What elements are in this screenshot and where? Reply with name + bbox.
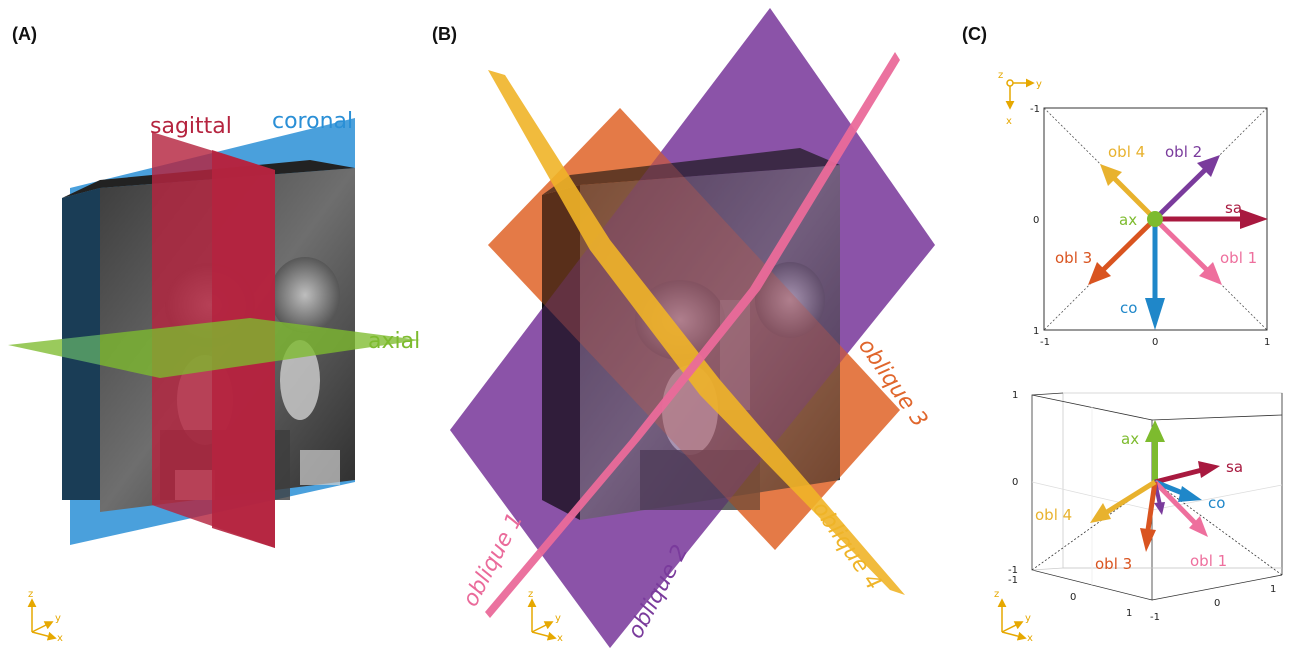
cube-xtick-zero: 0 [1070, 592, 1076, 603]
top-label-obl3: obl 3 [1055, 249, 1092, 267]
sagittal-label: sagittal [150, 114, 232, 139]
panel-c-label: (C) [962, 24, 987, 44]
cube-ztick-zero: 0 [1012, 477, 1018, 488]
cube-label-ax: ax [1121, 430, 1139, 448]
axis-y-label-b: y [555, 613, 561, 624]
top-axis-x-label: x [1006, 116, 1012, 127]
panel-a: (A) sagittal coronal axial [8, 24, 420, 644]
vector-obl3 [1088, 217, 1157, 285]
top-label-co: co [1120, 299, 1137, 317]
axes-legend-top [1005, 78, 1035, 110]
axis-y-label-a: y [55, 613, 61, 624]
cube-vector-ax [1145, 420, 1165, 482]
cube-label-obl1: obl 1 [1190, 552, 1227, 570]
top-ytick-neg: -1 [1030, 104, 1040, 115]
axis-z-label-a: z [28, 589, 33, 600]
cube-ztick-pos: 1 [1012, 390, 1018, 401]
axis-x-label-b: x [557, 633, 563, 644]
vector-obl2 [1153, 155, 1220, 221]
axis-x-label-a: x [57, 633, 63, 644]
axial-plane [8, 318, 420, 378]
axes-legend-c [997, 598, 1027, 641]
top-view-plot: -1 0 1 -1 0 1 [1030, 104, 1270, 348]
axis-x-label-c: x [1027, 633, 1033, 644]
cube-label-co: co [1208, 494, 1225, 512]
cube-vector-obl3 [1140, 481, 1158, 552]
vector-obl4 [1100, 164, 1157, 221]
axis-z-label-c: z [994, 589, 999, 600]
top-label-obl1: obl 1 [1220, 249, 1257, 267]
vector-obl1 [1153, 217, 1222, 285]
panel-b-label: (B) [432, 24, 457, 44]
cube-label-obl4: obl 4 [1035, 506, 1072, 524]
oblique-4-plane [488, 70, 905, 595]
cube-xtick-neg: -1 [1008, 575, 1018, 586]
axial-label: axial [368, 329, 420, 354]
oblique-1-label: oblique 1 [458, 509, 528, 611]
top-axis-z-label: z [998, 70, 1003, 81]
axes-legend-b [527, 598, 557, 641]
axis-y-label-c: y [1025, 613, 1031, 624]
top-ytick-zero: 0 [1033, 215, 1039, 226]
cube-vector-obl4 [1090, 479, 1157, 523]
cube-xtick-pos: 1 [1126, 608, 1132, 619]
vector-sa [1155, 209, 1268, 229]
cube-vector-sa [1154, 461, 1220, 485]
cube-ytick-pos: 1 [1270, 584, 1276, 595]
cube-view-plot: 1 0 -1 -1 0 1 -1 0 1 [1008, 390, 1283, 623]
top-axis-y-label: y [1036, 79, 1042, 90]
top-label-obl4: obl 4 [1108, 143, 1145, 161]
coronal-label: coronal [272, 109, 353, 134]
cube-label-sa: sa [1226, 458, 1243, 476]
cube-ytick-neg: -1 [1150, 612, 1160, 623]
panel-c: (C) z y x -1 0 1 -1 0 1 [962, 24, 1283, 644]
axes-legend-a [27, 598, 57, 641]
top-label-obl2: obl 2 [1165, 143, 1202, 161]
vector-ax-dot [1147, 211, 1163, 227]
top-xtick-pos: 1 [1264, 337, 1270, 348]
axis-z-label-b: z [528, 589, 533, 600]
panel-b: (B) oblique 1 oblique 2 oblique 3 obliqu… [432, 8, 935, 648]
panel-a-label: (A) [12, 24, 37, 44]
vector-co [1145, 219, 1165, 330]
oblique-4-label: oblique 4 [807, 497, 886, 595]
top-label-ax: ax [1119, 211, 1137, 229]
cube-vector-obl1 [1153, 480, 1208, 537]
top-xtick-zero: 0 [1152, 337, 1158, 348]
cube-label-obl3: obl 3 [1095, 555, 1132, 573]
top-xtick-neg: -1 [1040, 337, 1050, 348]
cube-ytick-zero: 0 [1214, 598, 1220, 609]
top-ytick-pos: 1 [1033, 326, 1039, 337]
top-label-sa: sa [1225, 199, 1242, 217]
cube-ztick-neg: -1 [1008, 565, 1018, 576]
